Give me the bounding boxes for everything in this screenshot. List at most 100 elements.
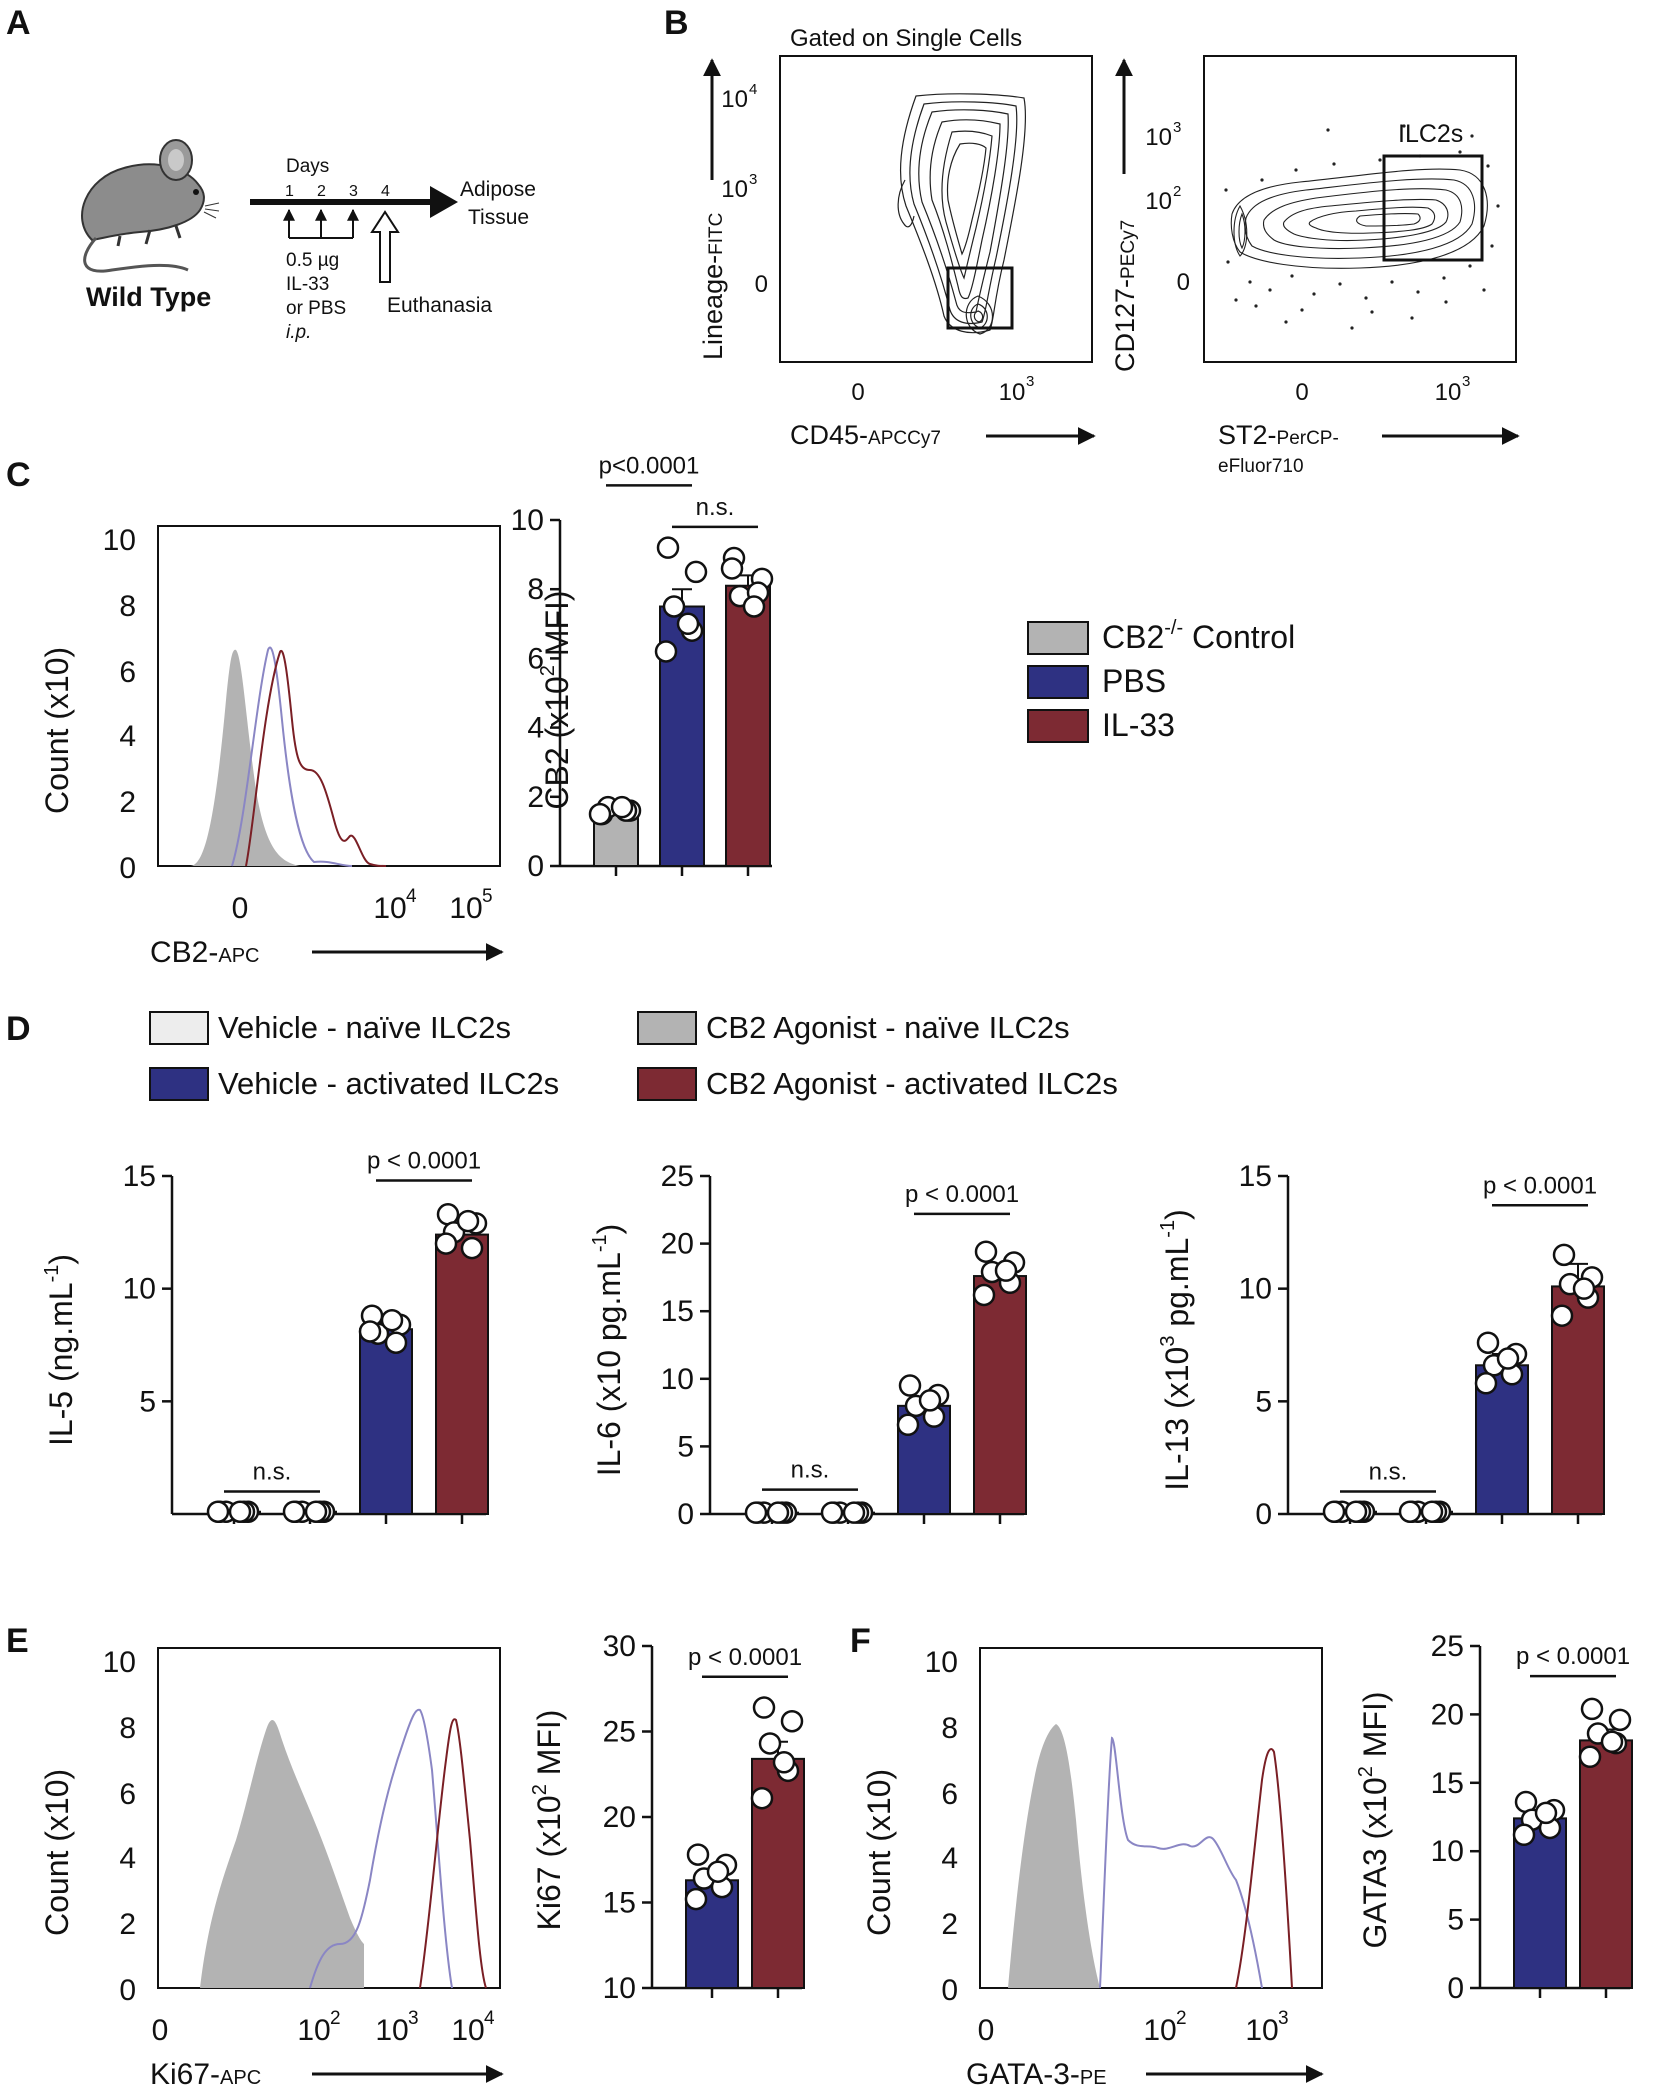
y-tick-label: 20 — [1431, 1698, 1464, 1731]
bar — [359, 1328, 413, 1516]
hist-c-ytick: 0 — [119, 852, 136, 885]
mouse-label: Wild Type — [86, 282, 211, 312]
hist-e-xtick-base: 0 — [152, 2014, 169, 2047]
plot1-ytick-base: 10 — [721, 86, 748, 113]
hist-c-ytick: 8 — [119, 590, 136, 623]
significance-label: p<0.0001 — [599, 452, 700, 479]
data-point — [686, 1843, 710, 1866]
hist-f-yticks: 10 8 6 4 2 0 — [925, 1646, 958, 2007]
significance-label: n.s. — [696, 494, 735, 521]
y-tick-label: 15 — [603, 1887, 636, 1920]
mouse-icon — [81, 139, 220, 273]
hist-e-ytick: 4 — [119, 1842, 136, 1875]
data-point — [1496, 1347, 1520, 1370]
bar — [725, 584, 771, 867]
legend-c-swatch-control — [1027, 621, 1089, 655]
panel-c-legend: CB2-/- Control PBS IL-33 — [1027, 617, 1295, 743]
hist-c-xtick-exp: 4 — [406, 886, 417, 907]
y-tick-label: 10 — [661, 1363, 694, 1396]
route-label: i.p. — [286, 322, 311, 343]
y-axis-label-text: IL-6 (x10 pg.mL — [591, 1252, 627, 1476]
hist-c-yticks: 10 8 6 4 2 0 — [103, 524, 136, 885]
legend-d-label: CB2 Agonist - activated ILC2s — [706, 1066, 1118, 1101]
day-tick-4: 4 — [381, 183, 390, 200]
hist-e-ylabel: Count (x10) — [39, 1769, 75, 1936]
data-point — [1552, 1243, 1576, 1267]
y-axis-label-sup: 3 — [1157, 1336, 1179, 1347]
y-axis-label-sup: -1 — [41, 1265, 63, 1283]
significance-label: p < 0.0001 — [688, 1644, 802, 1671]
data-point — [974, 1240, 998, 1263]
data-point — [772, 1751, 796, 1774]
y-tick-label: 20 — [603, 1801, 636, 1834]
hist-f-ytick: 8 — [941, 1712, 958, 1745]
hist-e-pbs-line — [309, 1708, 453, 1989]
target-label-2: Tissue — [468, 206, 529, 229]
data-point — [780, 1709, 804, 1733]
data-point — [1474, 1372, 1498, 1395]
data-point — [656, 536, 680, 559]
data-point — [1512, 1823, 1536, 1847]
legend-d-swatch — [637, 1067, 697, 1101]
data-point — [610, 795, 634, 819]
hist-c-xticks: 0 10 4 10 5 — [232, 886, 493, 925]
hist-e-xtick-exp: 4 — [484, 2008, 495, 2029]
plot1-xticks: 0 10 3 — [851, 373, 1034, 406]
hist-f-xlabel: GATA-3-PE — [966, 2058, 1107, 2091]
data-point — [206, 1500, 230, 1523]
hist-f-control-fill — [1008, 1724, 1100, 1988]
data-point — [684, 1887, 708, 1911]
data-point — [662, 595, 686, 618]
plot2-xtick-exp: 3 — [1462, 373, 1470, 390]
y-tick-label: 10 — [1431, 1835, 1464, 1868]
data-point — [898, 1374, 922, 1397]
svg-text:CD127-PECy7: CD127-PECy7 — [1110, 220, 1140, 372]
y-axis-label-text: IL-13 (x10 — [1159, 1347, 1195, 1491]
y-tick-label: 5 — [677, 1430, 694, 1463]
days-label: Days — [286, 156, 329, 177]
y-axis-label: Ki67 (x102 MFI) — [529, 1710, 567, 1931]
hist-f-xtick-exp: 3 — [1278, 2008, 1289, 2029]
y-tick-label: 20 — [661, 1228, 694, 1261]
plot2-ytick-base: 10 — [1145, 188, 1172, 215]
significance-label: n.s. — [791, 1457, 830, 1484]
data-point — [456, 1209, 480, 1233]
injection-arrows — [283, 208, 359, 239]
bar-chart-il6: 0 5 10 15 20 25 IL-6 (x10 pg.mL-1) n.s. p < 0.00… — [589, 1160, 1027, 1531]
plot1-ytick-exp: 4 — [749, 81, 757, 98]
bar — [973, 1275, 1027, 1515]
y-tick-label: 5 — [1447, 1904, 1464, 1937]
hist-f-xtick-base: 10 — [1143, 2014, 1176, 2047]
legend-c-sup: -/- — [1164, 617, 1183, 639]
y-tick-label: 15 — [661, 1295, 694, 1328]
legend-d-swatch — [149, 1067, 209, 1101]
plot1-frame — [779, 55, 1093, 363]
y-axis-label-text: IL-5 (ng.mL — [43, 1282, 79, 1446]
y-tick-label: 15 — [1239, 1160, 1272, 1193]
panel-label-c: C — [6, 456, 31, 494]
day-tick-2: 2 — [317, 183, 326, 200]
data-point — [750, 1786, 774, 1810]
hist-f-pbs-line — [1099, 1736, 1263, 1989]
hist-e-xtick-base: 10 — [375, 2014, 408, 2047]
hist-c-xtick-base: 10 — [373, 892, 406, 925]
y-tick-label: 25 — [603, 1716, 636, 1749]
y-axis-label-text: CB2 (x10 — [539, 676, 575, 809]
data-point — [820, 1501, 844, 1524]
hist-f-ytick: 4 — [941, 1842, 958, 1875]
y-axis-label-sup: 2 — [537, 665, 559, 676]
data-point — [842, 1501, 866, 1524]
hist-c-ytick: 6 — [119, 656, 136, 689]
hist-c-ylabel: Count (x10) — [39, 647, 75, 814]
data-point — [896, 1413, 920, 1437]
data-point — [1420, 1500, 1444, 1523]
bar-chart-gata3-mfi: 0 5 10 15 20 25 GATA3 (x102 MFI) p < 0.0001 — [1355, 1630, 1633, 2005]
plot2-ylabel-sub: PECy7 — [1118, 220, 1139, 279]
data-point — [706, 1860, 730, 1883]
dose-label: 0.5 µg — [286, 250, 339, 271]
y-tick-label: 5 — [139, 1385, 156, 1418]
plot2-xlabel-sub2: eFluor710 — [1218, 456, 1304, 477]
panel-label-f: F — [850, 1622, 871, 1660]
panel-a-schematic: Wild Type Days 1 2 3 4 0.5 µg IL-33 or P… — [81, 139, 536, 343]
data-point — [1608, 1708, 1632, 1732]
